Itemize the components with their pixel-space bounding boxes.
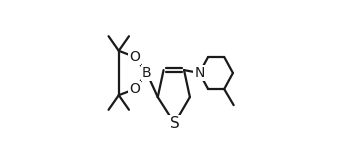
Text: S: S <box>170 116 180 131</box>
Text: O: O <box>130 82 140 96</box>
Text: B: B <box>142 66 152 80</box>
Text: N: N <box>194 66 205 80</box>
Text: O: O <box>130 50 140 64</box>
